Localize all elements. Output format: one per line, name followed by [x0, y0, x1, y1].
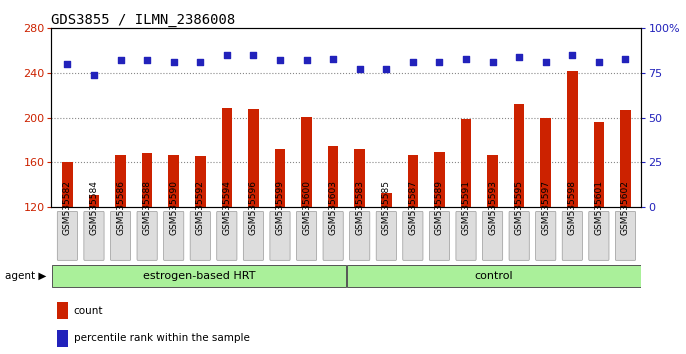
Point	[487, 59, 498, 65]
FancyBboxPatch shape	[347, 265, 641, 287]
Point	[168, 59, 179, 65]
FancyBboxPatch shape	[244, 211, 263, 260]
Bar	[620, 110, 631, 207]
Point	[62, 61, 73, 67]
Bar	[274, 149, 285, 207]
FancyBboxPatch shape	[163, 211, 184, 260]
FancyBboxPatch shape	[563, 211, 582, 260]
Text: GSM535585: GSM535585	[382, 179, 391, 234]
Text: GSM535591: GSM535591	[462, 179, 471, 234]
Text: GSM535603: GSM535603	[329, 179, 338, 234]
Bar	[142, 154, 152, 207]
Text: estrogen-based HRT: estrogen-based HRT	[143, 270, 255, 281]
FancyBboxPatch shape	[217, 211, 237, 260]
Text: GSM535586: GSM535586	[116, 179, 125, 234]
Bar	[248, 109, 259, 207]
Point	[541, 59, 552, 65]
Bar	[301, 116, 312, 207]
Bar	[195, 156, 206, 207]
Point	[195, 59, 206, 65]
Bar	[168, 155, 179, 207]
Bar	[407, 155, 418, 207]
Bar	[115, 155, 126, 207]
Point	[301, 58, 312, 63]
Point	[593, 59, 604, 65]
Point	[88, 72, 99, 78]
FancyBboxPatch shape	[110, 211, 130, 260]
Text: count: count	[74, 306, 104, 316]
Bar	[58, 302, 68, 319]
Point	[567, 52, 578, 58]
Bar	[328, 145, 338, 207]
Text: control: control	[475, 270, 513, 281]
FancyBboxPatch shape	[190, 211, 211, 260]
FancyBboxPatch shape	[589, 211, 609, 260]
Text: GSM535595: GSM535595	[514, 179, 523, 234]
Bar	[593, 122, 604, 207]
Text: GDS3855 / ILMN_2386008: GDS3855 / ILMN_2386008	[51, 13, 236, 27]
Text: percentile rank within the sample: percentile rank within the sample	[74, 333, 250, 343]
Text: GSM535584: GSM535584	[89, 179, 99, 234]
Text: GSM535600: GSM535600	[302, 179, 311, 234]
Text: GSM535597: GSM535597	[541, 179, 550, 234]
Point	[514, 54, 525, 60]
Bar	[434, 152, 445, 207]
Bar	[567, 71, 578, 207]
Bar	[58, 330, 68, 347]
Point	[460, 56, 471, 62]
Bar	[355, 149, 365, 207]
Text: GSM535596: GSM535596	[249, 179, 258, 234]
Text: GSM535599: GSM535599	[276, 179, 285, 234]
FancyBboxPatch shape	[376, 211, 397, 260]
Point	[115, 58, 126, 63]
FancyBboxPatch shape	[536, 211, 556, 260]
FancyBboxPatch shape	[296, 211, 317, 260]
Text: GSM535602: GSM535602	[621, 179, 630, 234]
Text: GSM535587: GSM535587	[408, 179, 417, 234]
Text: GSM535589: GSM535589	[435, 179, 444, 234]
Point	[354, 67, 365, 72]
Text: GSM535583: GSM535583	[355, 179, 364, 234]
Text: GSM535601: GSM535601	[594, 179, 604, 234]
Point	[381, 67, 392, 72]
FancyBboxPatch shape	[58, 211, 78, 260]
Point	[434, 59, 445, 65]
Text: GSM535594: GSM535594	[222, 179, 231, 234]
Text: GSM535598: GSM535598	[568, 179, 577, 234]
Text: GSM535588: GSM535588	[143, 179, 152, 234]
Text: GSM535593: GSM535593	[488, 179, 497, 234]
Bar	[487, 155, 498, 207]
Text: agent ▶: agent ▶	[5, 270, 47, 281]
FancyBboxPatch shape	[615, 211, 635, 260]
Bar	[461, 119, 471, 207]
FancyBboxPatch shape	[509, 211, 530, 260]
Bar	[381, 193, 392, 207]
FancyBboxPatch shape	[323, 211, 343, 260]
Bar	[88, 195, 99, 207]
FancyBboxPatch shape	[270, 211, 290, 260]
Text: GSM535592: GSM535592	[196, 179, 204, 234]
FancyBboxPatch shape	[456, 211, 476, 260]
Point	[274, 58, 285, 63]
Bar	[222, 108, 232, 207]
FancyBboxPatch shape	[482, 211, 503, 260]
FancyBboxPatch shape	[403, 211, 423, 260]
Point	[407, 59, 418, 65]
Point	[222, 52, 233, 58]
FancyBboxPatch shape	[52, 265, 346, 287]
Bar	[541, 118, 551, 207]
Text: GSM535590: GSM535590	[169, 179, 178, 234]
FancyBboxPatch shape	[84, 211, 104, 260]
Text: GSM535582: GSM535582	[63, 179, 72, 234]
Bar	[62, 162, 73, 207]
Point	[328, 56, 339, 62]
FancyBboxPatch shape	[137, 211, 157, 260]
Point	[620, 56, 631, 62]
FancyBboxPatch shape	[429, 211, 449, 260]
Point	[141, 58, 152, 63]
Bar	[514, 104, 525, 207]
FancyBboxPatch shape	[350, 211, 370, 260]
Point	[248, 52, 259, 58]
